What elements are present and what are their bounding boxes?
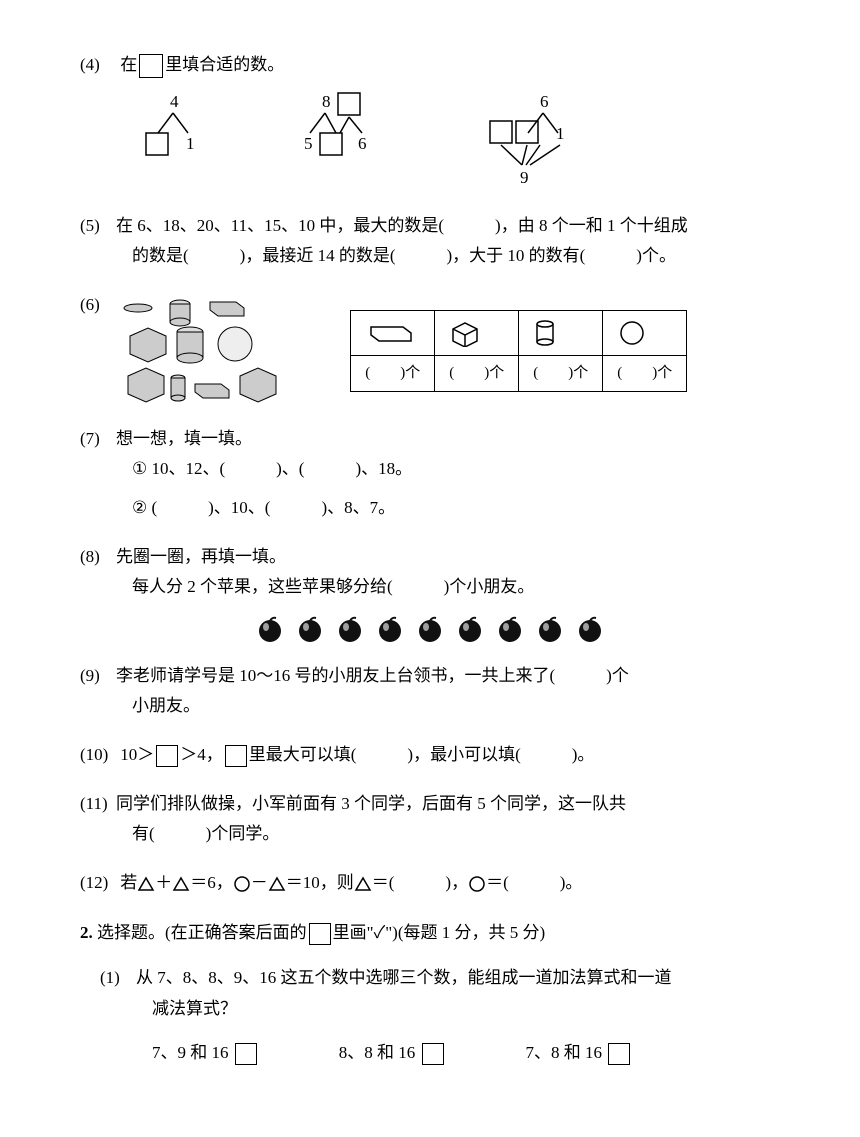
circle-icon <box>468 876 486 892</box>
question-text: ＝10，则 <box>286 873 354 892</box>
option-text: 7、9 和 16 <box>152 1043 229 1062</box>
question-text: ＋ <box>155 873 172 892</box>
question-text: － <box>251 873 268 892</box>
checkbox[interactable] <box>608 1043 630 1065</box>
box-icon <box>156 745 178 767</box>
question-text: 里填合适的数。 <box>165 55 284 74</box>
question-number: (10) <box>80 740 116 771</box>
option: 8、8 和 16 <box>339 1038 446 1069</box>
section-number: 2. <box>80 923 93 942</box>
question-text: 李老师请学号是 10～16 号的小朋友上台领书，一共上来了( )个 <box>116 666 629 685</box>
question-text: 从 7、8、8、9、16 这五个数中选哪三个数，能组成一道加法算式和一道 <box>136 968 672 987</box>
question-text: 想一想，填一填。 <box>116 429 252 448</box>
question-text: 在 <box>120 55 137 74</box>
question-6: (6) ( )个 ( )个 <box>80 290 780 406</box>
apple-icon <box>256 615 284 643</box>
checkbox[interactable] <box>422 1043 444 1065</box>
question-text: 同学们排队做操，小军前面有 3 个同学，后面有 5 个同学，这一队共 <box>116 794 626 813</box>
triangle-icon <box>137 876 155 892</box>
tree-leaf: 1 <box>186 134 195 153</box>
question-text: 的数是( )，最接近 14 的数是( )，大于 10 的数有( )个。 <box>80 241 780 272</box>
section-2: 2. 选择题。(在正确答案后面的 里画"✓")(每题 1 分，共 5 分) (1)… <box>80 918 780 1068</box>
svg-text:5: 5 <box>304 134 313 153</box>
question-9: (9)李老师请学号是 10～16 号的小朋友上台领书，一共上来了( )个 小朋友… <box>80 661 780 722</box>
triangle-icon <box>354 876 372 892</box>
question-2-1: (1)从 7、8、8、9、16 这五个数中选哪三个数，能组成一道加法算式和一道 … <box>80 963 780 1069</box>
triangle-icon <box>172 876 190 892</box>
question-number: (7) <box>80 424 116 455</box>
option: 7、9 和 16 <box>152 1038 259 1069</box>
triangle-icon <box>268 876 286 892</box>
tree-3: 6 1 9 <box>480 91 590 191</box>
checkbox[interactable] <box>235 1043 257 1065</box>
tree-top: 4 <box>170 92 179 111</box>
question-11: (11)同学们排队做操，小军前面有 3 个同学，后面有 5 个同学，这一队共 有… <box>80 789 780 850</box>
question-number: (6) <box>80 290 116 321</box>
question-number: (5) <box>80 211 116 242</box>
apples-row <box>80 615 780 643</box>
option-text: 8、8 和 16 <box>339 1043 416 1062</box>
question-text: 每人分 2 个苹果，这些苹果够分给( )个小朋友。 <box>80 572 780 603</box>
apple-icon <box>416 615 444 643</box>
question-text: 10＞ <box>120 745 154 764</box>
apple-icon <box>456 615 484 643</box>
question-number: (11) <box>80 789 116 820</box>
count-cell: ( )个 <box>603 355 687 391</box>
sub-question: ① 10、12、( )、( )、18。 <box>80 454 780 485</box>
number-trees: 4 1 8 5 6 6 <box>140 91 780 191</box>
question-text: 在 6、18、20、11、15、10 中，最大的数是( )，由 8 个一和 1 … <box>116 216 688 235</box>
question-4: (4) 在 里填合适的数。 4 1 8 5 6 <box>80 50 780 191</box>
count-cell: ( )个 <box>435 355 519 391</box>
option-text: 7、8 和 16 <box>526 1043 603 1062</box>
section-title: 选择题。(在正确答案后面的 <box>97 923 307 942</box>
question-number: (9) <box>80 661 116 692</box>
svg-text:8: 8 <box>322 92 331 111</box>
question-number: (8) <box>80 542 116 573</box>
question-5: (5)在 6、18、20、11、15、10 中，最大的数是( )，由 8 个一和… <box>80 211 780 272</box>
question-text: 有( )个同学。 <box>80 819 780 850</box>
apple-icon <box>496 615 524 643</box>
question-text: 减法算式？ <box>100 994 780 1025</box>
svg-text:6: 6 <box>358 134 367 153</box>
question-number: (12) <box>80 868 116 899</box>
question-text: ＝6， <box>190 873 233 892</box>
question-7: (7)想一想，填一填。 ① 10、12、( )、( )、18。 ② ( )、10… <box>80 424 780 524</box>
tree-1: 4 1 <box>140 91 210 191</box>
question-text: ＝( )。 <box>486 873 582 892</box>
count-cell: ( )个 <box>351 355 435 391</box>
svg-text:9: 9 <box>520 168 529 187</box>
question-text: ＞4， <box>180 745 223 764</box>
apple-icon <box>296 615 324 643</box>
circle-icon <box>233 876 251 892</box>
question-10: (10) 10＞ ＞4， 里最大可以填( )，最小可以填( )。 <box>80 740 780 771</box>
box-icon <box>309 923 331 945</box>
section-title: 里画"✓")(每题 1 分，共 5 分) <box>333 923 545 942</box>
svg-text:1: 1 <box>556 124 565 143</box>
option: 7、8 和 16 <box>526 1038 633 1069</box>
question-text: 小朋友。 <box>80 691 780 722</box>
question-number: (1) <box>100 963 136 994</box>
shapes-collection <box>120 296 320 406</box>
apple-icon <box>336 615 364 643</box>
apple-icon <box>536 615 564 643</box>
count-cell: ( )个 <box>519 355 603 391</box>
shape-count-table: ( )个 ( )个 ( )个 ( )个 <box>350 310 687 392</box>
tree-2: 8 5 6 <box>290 91 400 191</box>
question-text: 若 <box>120 873 137 892</box>
box-icon <box>225 745 247 767</box>
svg-text:6: 6 <box>540 92 549 111</box>
question-text: ＝( )， <box>372 873 468 892</box>
sub-question: ② ( )、10、( )、8、7。 <box>80 493 780 524</box>
question-12: (12) 若 ＋ ＝6， － ＝10，则 ＝( )， ＝( )。 <box>80 868 780 899</box>
box-icon <box>139 54 163 78</box>
question-text: 先圈一圈，再填一填。 <box>116 547 286 566</box>
question-8: (8)先圈一圈，再填一填。 每人分 2 个苹果，这些苹果够分给( )个小朋友。 <box>80 542 780 643</box>
apple-icon <box>576 615 604 643</box>
options-row: 7、9 和 16 8、8 和 16 7、8 和 16 <box>100 1038 780 1069</box>
question-number: (4) <box>80 50 116 81</box>
question-text: 里最大可以填( )，最小可以填( )。 <box>249 745 595 764</box>
apple-icon <box>376 615 404 643</box>
